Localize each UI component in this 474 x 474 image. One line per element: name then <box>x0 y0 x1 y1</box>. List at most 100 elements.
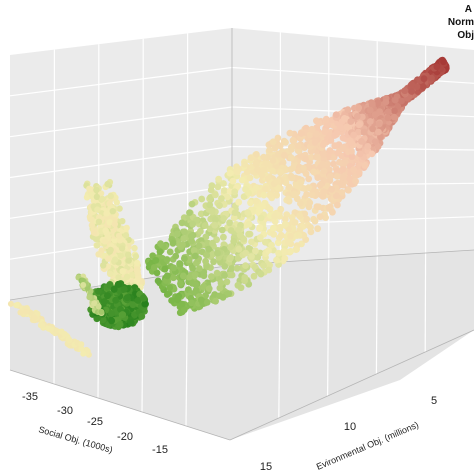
data-point <box>220 180 227 187</box>
data-point <box>188 200 196 208</box>
data-point <box>173 230 181 238</box>
data-point <box>341 115 348 122</box>
data-point <box>291 190 298 198</box>
grid-line <box>9 66 233 97</box>
data-point <box>94 206 101 213</box>
data-point <box>170 264 178 272</box>
data-point <box>294 147 302 155</box>
data-point <box>231 209 239 217</box>
data-point <box>111 256 119 263</box>
data-point <box>195 242 203 250</box>
data-point <box>247 199 254 207</box>
x-tick-label: -35 <box>22 391 38 403</box>
data-point <box>115 274 122 281</box>
data-point <box>314 154 322 161</box>
data-point <box>231 188 239 196</box>
data-point <box>91 300 98 307</box>
data-point <box>95 251 102 258</box>
data-point <box>212 191 219 199</box>
data-point <box>210 258 218 266</box>
svg-text:Norm: Norm <box>448 17 474 28</box>
data-point <box>189 220 197 228</box>
data-point <box>332 111 340 118</box>
data-point <box>125 251 132 258</box>
data-point <box>303 191 310 198</box>
data-point <box>254 254 262 261</box>
data-point <box>401 87 409 95</box>
data-point <box>166 284 174 291</box>
data-point <box>334 149 342 157</box>
data-point <box>118 245 126 252</box>
data-point <box>13 302 20 309</box>
data-point <box>353 113 361 120</box>
data-point <box>348 139 355 147</box>
data-point <box>308 126 316 133</box>
data-point <box>260 153 268 161</box>
data-point <box>132 253 140 260</box>
data-point <box>94 242 101 249</box>
data-point <box>274 150 282 158</box>
data-point <box>176 260 184 268</box>
data-point <box>170 274 177 282</box>
data-point <box>271 212 278 220</box>
data-point <box>138 312 146 320</box>
data-point <box>244 209 252 216</box>
data-point <box>223 278 231 286</box>
data-point <box>350 166 357 174</box>
data-point <box>234 281 242 289</box>
data-point <box>186 209 193 217</box>
data-point <box>93 193 101 201</box>
data-point <box>119 311 127 319</box>
data-point <box>368 100 376 108</box>
data-point <box>168 297 176 304</box>
data-point <box>273 256 280 264</box>
data-point <box>215 175 223 183</box>
data-point <box>236 231 244 239</box>
data-point <box>265 247 272 254</box>
data-point <box>37 322 44 329</box>
data-point <box>306 199 314 207</box>
data-point <box>339 166 347 173</box>
data-point <box>31 314 38 321</box>
data-point <box>284 238 292 246</box>
data-point <box>161 265 169 273</box>
data-point <box>307 224 314 231</box>
data-point <box>224 193 231 201</box>
data-point <box>90 229 98 236</box>
data-point <box>103 210 111 217</box>
data-point <box>230 238 238 245</box>
data-point <box>213 269 221 277</box>
data-point <box>375 120 383 128</box>
data-point <box>220 233 227 241</box>
data-point <box>189 265 197 272</box>
data-point <box>98 308 105 315</box>
data-point <box>374 99 382 106</box>
data-point <box>112 296 120 304</box>
data-point <box>233 264 241 272</box>
data-point <box>104 180 111 188</box>
data-point <box>326 173 334 180</box>
data-point <box>306 131 314 139</box>
data-point <box>217 279 225 287</box>
data-point <box>259 202 266 210</box>
data-point <box>58 328 65 335</box>
grid-line <box>9 106 233 138</box>
data-point <box>172 252 180 260</box>
data-point <box>125 257 132 264</box>
data-point <box>226 219 234 227</box>
data-point <box>66 337 73 344</box>
data-point <box>254 166 261 174</box>
data-point <box>206 225 214 233</box>
data-point <box>78 341 85 348</box>
data-point <box>408 81 416 88</box>
data-point <box>311 217 319 225</box>
data-point <box>214 249 221 257</box>
y-tick-label: 5 <box>431 395 437 407</box>
data-point <box>226 169 234 177</box>
data-point <box>282 139 289 146</box>
data-point <box>390 113 398 121</box>
data-point <box>219 293 227 301</box>
data-point <box>154 277 162 285</box>
data-point <box>398 97 405 105</box>
